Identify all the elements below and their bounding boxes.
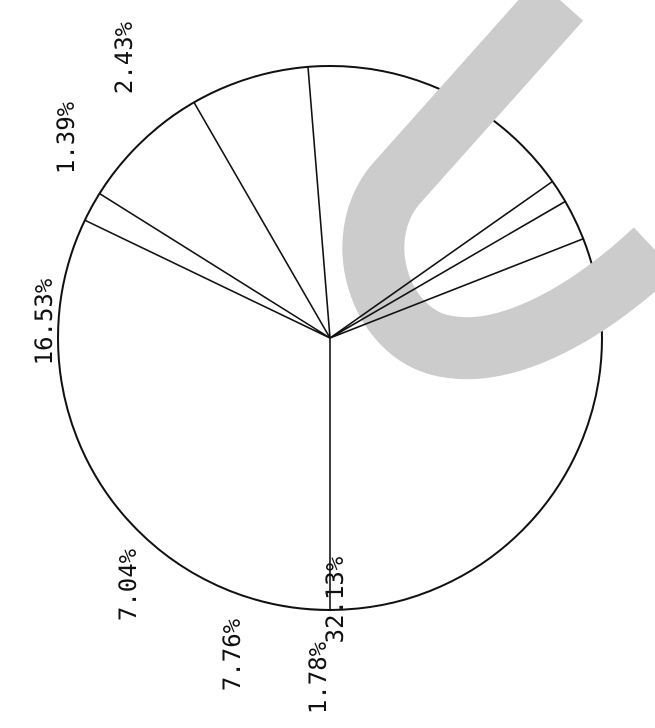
slice-label: 16.53% <box>30 278 58 365</box>
slice-boundary <box>329 200 566 339</box>
slice-label: 7.76% <box>218 618 246 691</box>
slice-boundary <box>329 238 584 339</box>
slice-boundary <box>307 66 331 339</box>
slice-boundary <box>99 192 331 339</box>
slice-labels: 32.13%1.78% 7.76% 7.04% 16.53% 1.39% 2.43% <box>30 21 349 714</box>
slice-label: 7.04% <box>114 548 142 621</box>
slice-label: 32.13% <box>321 556 349 643</box>
overlay-stroke <box>342 0 655 380</box>
slice-label: 2.43% <box>110 21 138 94</box>
slice-boundary <box>84 219 331 339</box>
slice-boundary <box>329 180 553 339</box>
slice-boundary <box>193 102 331 339</box>
slice-label: 1.39% <box>52 101 80 174</box>
slice-label: 1.78% <box>304 641 332 714</box>
gray-overlay-mark <box>342 0 655 380</box>
slice-boundaries <box>84 66 584 610</box>
